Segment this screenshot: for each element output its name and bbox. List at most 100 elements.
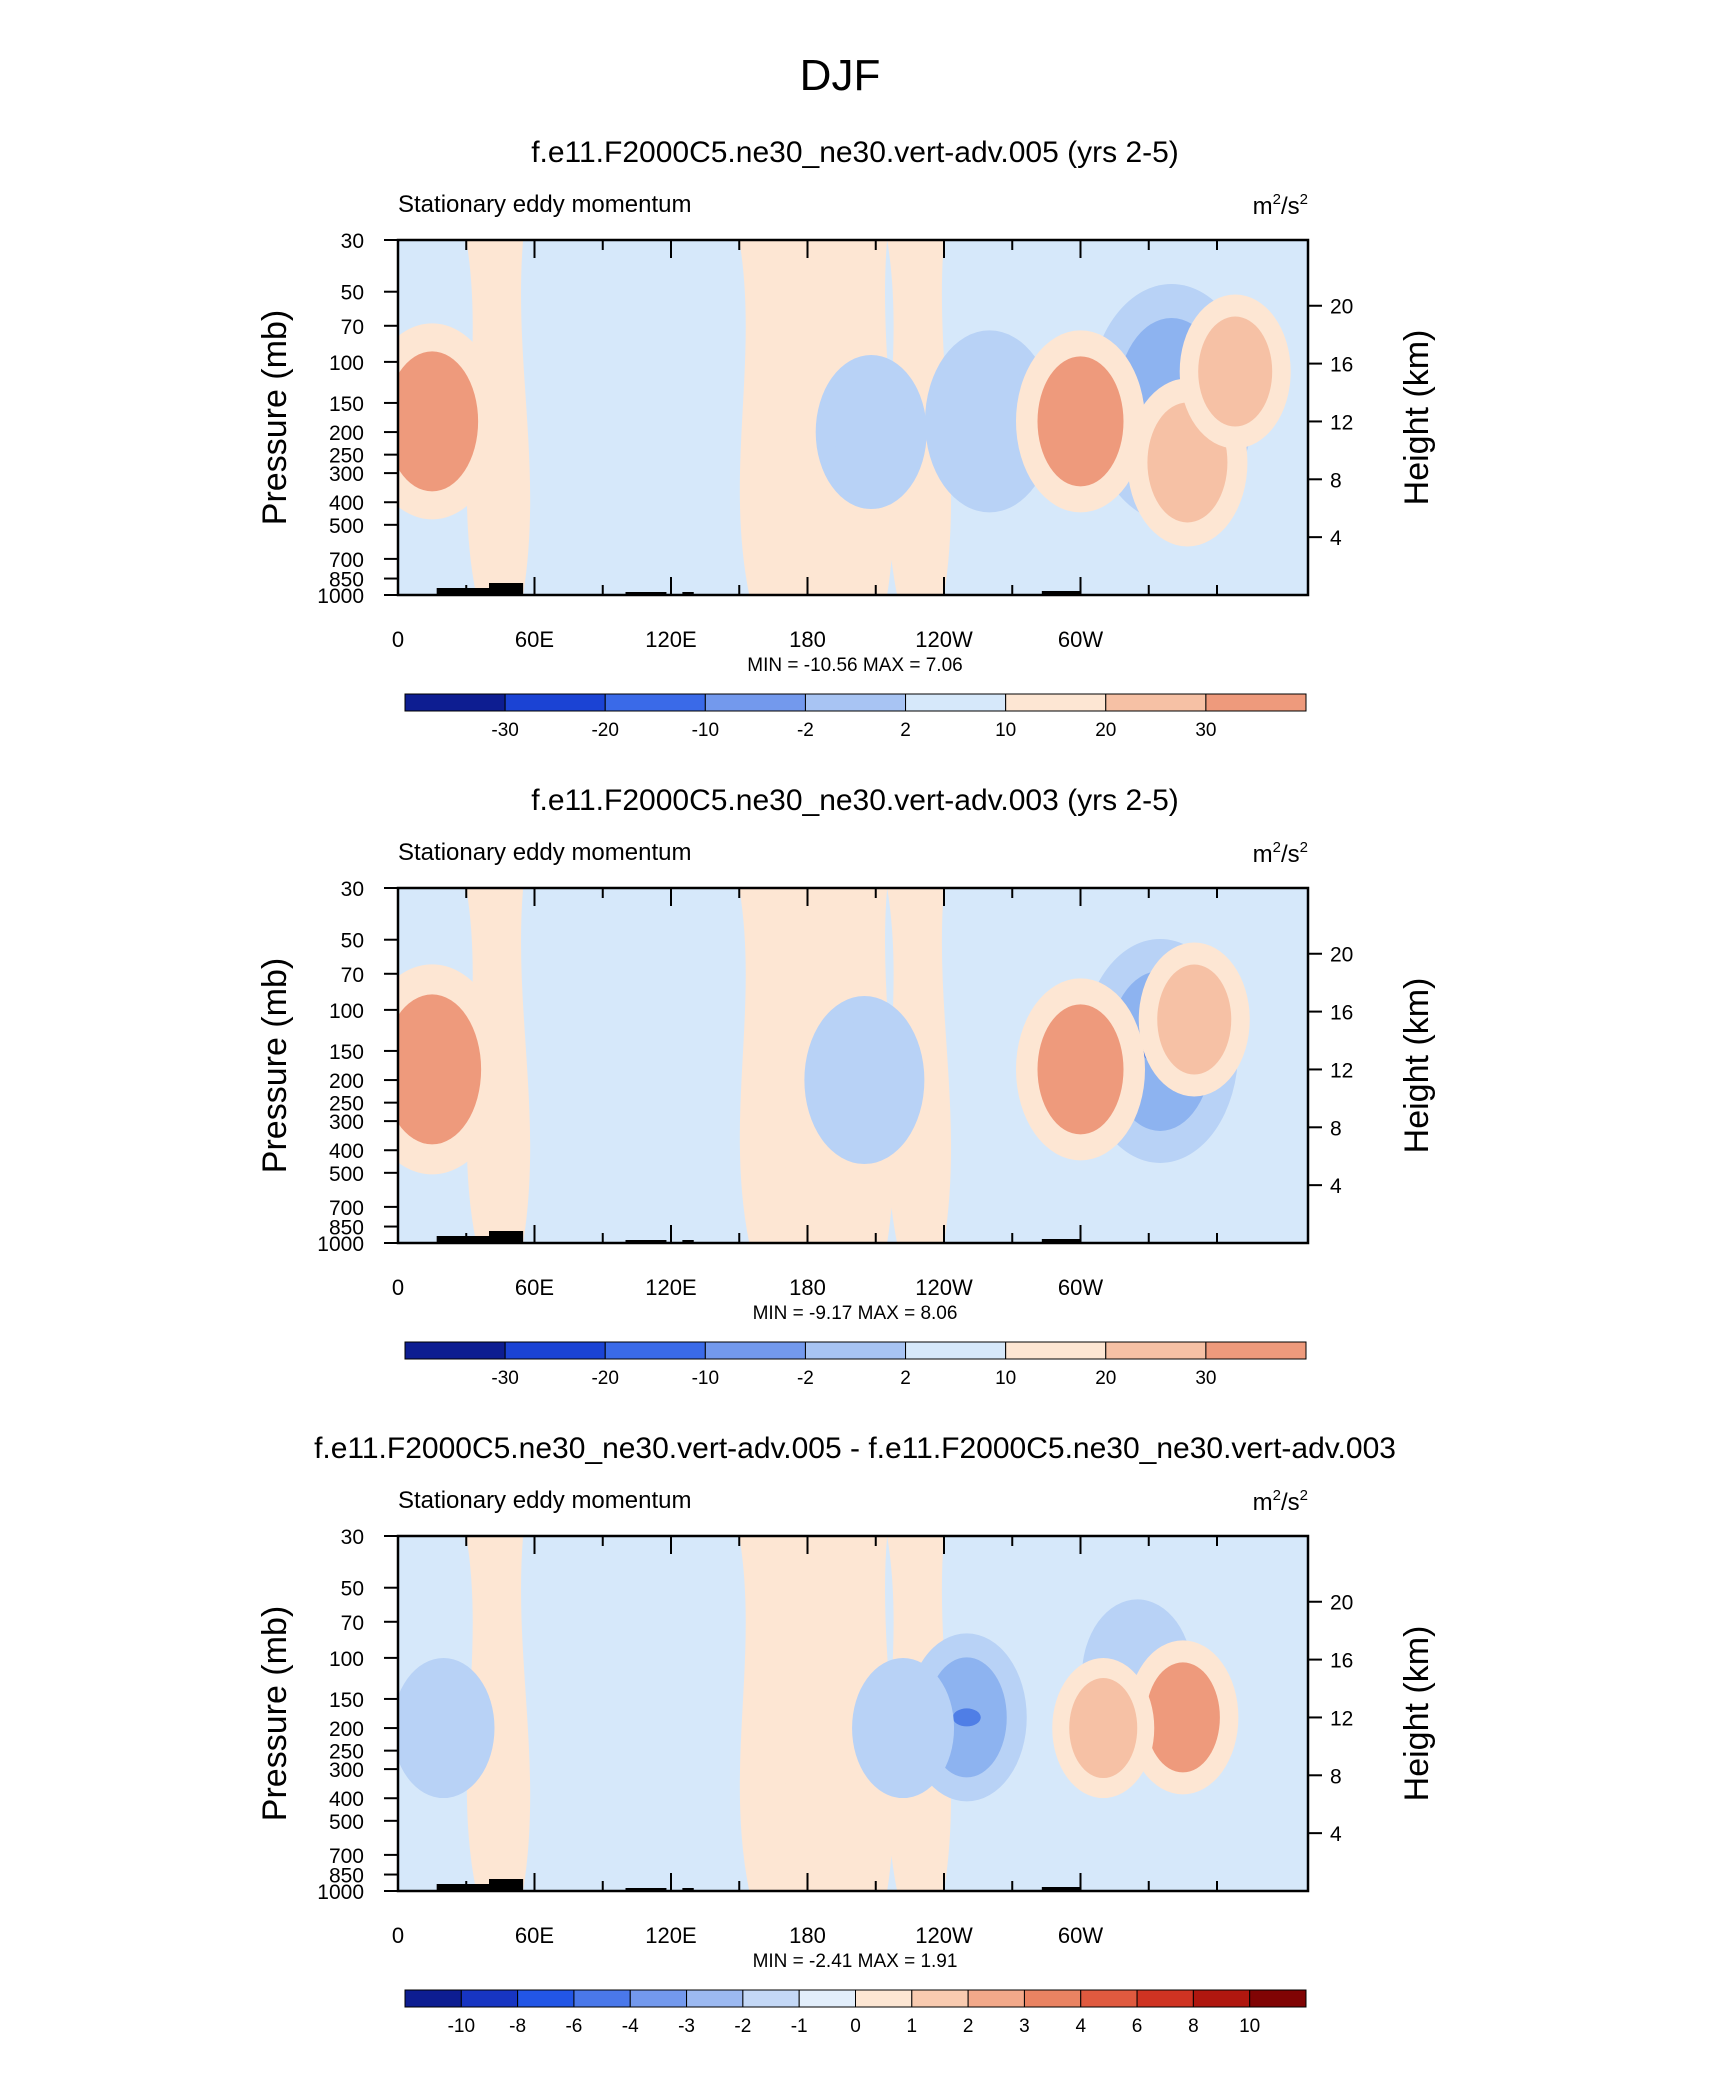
panel-2: f.e11.F2000C5.ne30_ne30.vert-adv.003 (yr… — [256, 784, 1436, 1389]
terrain — [625, 1240, 667, 1243]
terrain — [625, 1888, 667, 1891]
colorbar-box — [1205, 693, 1307, 712]
contour-inner — [1157, 964, 1232, 1075]
x-tick-label: 120W — [915, 1923, 973, 1948]
left-string: Stationary eddy momentum — [398, 1487, 691, 1514]
y-right-tick-label: 20 — [1330, 944, 1353, 967]
colorbar-label: -30 — [491, 1368, 518, 1389]
y-right-axis-title: Height (km) — [1398, 330, 1436, 506]
contour-inner — [1037, 356, 1124, 487]
colorbar-label: -10 — [692, 1368, 719, 1389]
field — [398, 1536, 1308, 1891]
colorbar-box — [629, 1989, 688, 2008]
y-tick-label: 700 — [329, 1845, 364, 1868]
colorbar-label: 20 — [1095, 1368, 1116, 1389]
y-right-tick-label: 4 — [1330, 527, 1342, 550]
colorbar-box — [573, 1989, 631, 2008]
colorbar-box — [504, 693, 606, 712]
x-tick-label: 60W — [1058, 1923, 1103, 1948]
y-tick-label: 150 — [329, 393, 364, 416]
terrain — [436, 1236, 489, 1243]
positive-band — [784, 1536, 895, 1891]
terrain — [682, 1240, 694, 1243]
y-tick-label: 250 — [329, 1093, 364, 1116]
x-tick-label: 0 — [392, 627, 404, 652]
colorbar-label: 20 — [1095, 720, 1116, 741]
y-tick-label: 300 — [329, 1759, 364, 1782]
panel-1: f.e11.F2000C5.ne30_ne30.vert-adv.005 (yr… — [256, 136, 1436, 741]
x-tick-label: 0 — [392, 1923, 404, 1948]
colorbar-box — [604, 693, 706, 712]
x-tick-label: 60W — [1058, 627, 1103, 652]
positive-band — [466, 1536, 531, 1891]
stats-label: MIN = -9.17 MAX = 8.06 — [753, 1303, 958, 1324]
y-tick-label: 1000 — [317, 585, 364, 608]
colorbar-box — [504, 1341, 606, 1360]
contour-inner — [946, 356, 1033, 487]
y-axis-title: Pressure (mb) — [256, 310, 294, 525]
terrain — [436, 1884, 489, 1891]
colorbar-label: -1 — [791, 2016, 808, 2037]
y-tick-label: 100 — [329, 1648, 364, 1671]
y-tick-label: 70 — [341, 964, 364, 987]
y-tick-label: 200 — [329, 1070, 364, 1093]
contour-inner — [1198, 316, 1273, 427]
panel-title: f.e11.F2000C5.ne30_ne30.vert-adv.005 - f… — [314, 1432, 1396, 1465]
y-tick-label: 700 — [329, 549, 364, 572]
units-label: m2/s2 — [1253, 839, 1308, 868]
y-tick-label: 250 — [329, 445, 364, 468]
panel-3: f.e11.F2000C5.ne30_ne30.vert-adv.005 - f… — [256, 1432, 1436, 2037]
colorbar-box — [517, 1989, 575, 2008]
y-axis-title: Pressure (mb) — [256, 1606, 294, 1821]
colorbar-box — [704, 1341, 806, 1360]
terrain — [1041, 591, 1081, 595]
colorbar-box — [1080, 1989, 1138, 2008]
colorbar-label: -2 — [797, 1368, 814, 1389]
terrain — [489, 1879, 524, 1891]
colorbar-label: 10 — [1239, 2016, 1260, 2037]
units-part: /s — [1281, 841, 1300, 868]
contour-inner — [398, 351, 479, 492]
plot-frame — [396, 886, 1310, 1245]
colorbar-label: 2 — [963, 2016, 974, 2037]
x-tick-label: 180 — [789, 1275, 826, 1300]
y-right-tick-label: 12 — [1330, 1059, 1353, 1082]
contour-inner — [1145, 1662, 1220, 1773]
contour-inner — [834, 377, 909, 488]
colorbar-label: 3 — [1019, 2016, 1030, 2037]
colorbar-box — [855, 1989, 913, 2008]
y-tick-label: 100 — [329, 352, 364, 375]
colorbar-label: -10 — [448, 2016, 475, 2037]
units-sup: 2 — [1300, 191, 1308, 208]
y-tick-label: 500 — [329, 1811, 364, 1834]
colorbar-label: -2 — [797, 720, 814, 741]
page-title: DJF — [800, 51, 881, 100]
colorbar-label: 4 — [1075, 2016, 1086, 2037]
units-part: /s — [1281, 1489, 1300, 1516]
colorbar-box — [604, 1341, 706, 1360]
x-tick-label: 120E — [645, 1923, 696, 1948]
colorbar-box — [1136, 1989, 1194, 2008]
y-tick-label: 200 — [329, 1718, 364, 1741]
colorbar-box — [404, 1341, 506, 1360]
colorbar-label: 6 — [1132, 2016, 1143, 2037]
y-right-tick-label: 16 — [1330, 354, 1353, 377]
colorbar-label: 10 — [995, 720, 1016, 741]
contour-core — [952, 1708, 981, 1727]
terrain — [436, 588, 489, 595]
stats-label: MIN = -2.41 MAX = 1.91 — [753, 1951, 958, 1972]
panel-title: f.e11.F2000C5.ne30_ne30.vert-adv.003 (yr… — [531, 784, 1179, 817]
plot-frame — [396, 1534, 1310, 1893]
colorbar-label: 2 — [900, 1368, 911, 1389]
y-right-tick-label: 4 — [1330, 1175, 1342, 1198]
x-tick-label: 60E — [515, 1923, 554, 1948]
colorbar-box — [1005, 693, 1107, 712]
colorbar-label: 10 — [995, 1368, 1016, 1389]
y-tick-label: 300 — [329, 463, 364, 486]
colorbar-box — [911, 1989, 969, 2008]
colorbar-box — [1105, 1341, 1207, 1360]
y-tick-label: 850 — [329, 569, 364, 592]
x-tick-label: 60E — [515, 627, 554, 652]
contour-inner — [1069, 1678, 1138, 1779]
